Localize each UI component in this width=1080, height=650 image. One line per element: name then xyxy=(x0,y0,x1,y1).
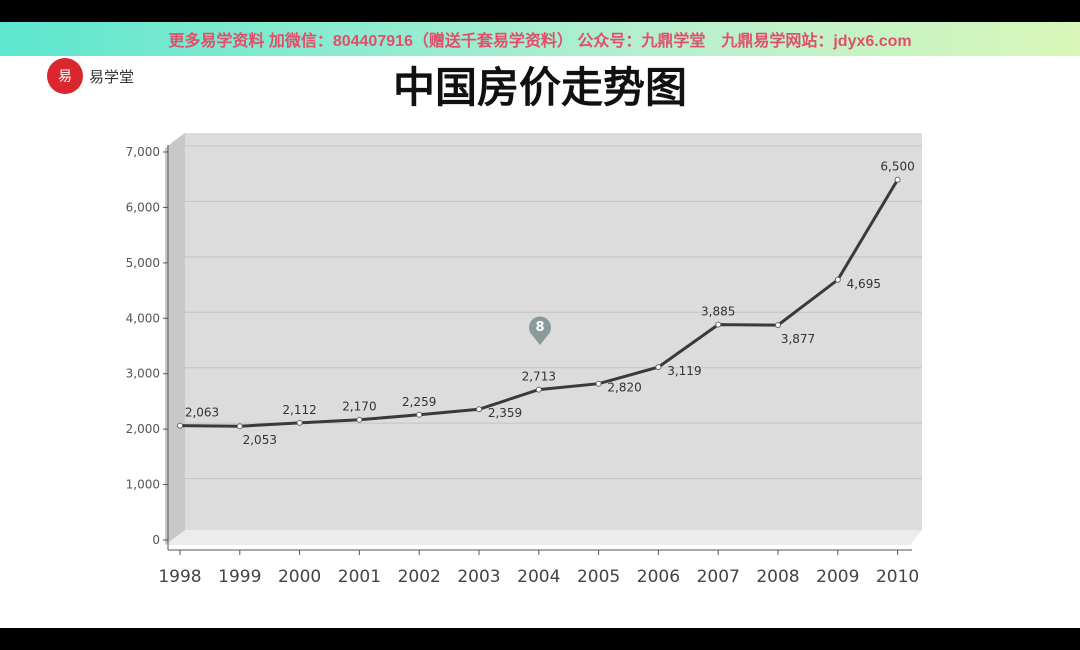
x-tick-label: 2002 xyxy=(398,567,441,587)
x-tick-label: 2000 xyxy=(278,567,321,587)
data-point xyxy=(775,322,781,329)
x-tick-label: 1998 xyxy=(158,567,201,587)
data-point xyxy=(236,423,243,430)
bottom-bar xyxy=(0,628,1080,650)
y-tick-label: 7,000 xyxy=(126,145,160,159)
data-label: 2,063 xyxy=(185,406,219,420)
data-point xyxy=(177,422,183,429)
plot-background xyxy=(172,133,922,540)
y-tick-label: 0 xyxy=(152,533,160,547)
data-label: 2,112 xyxy=(282,403,316,417)
x-tick-label: 2008 xyxy=(756,567,799,587)
top-bar xyxy=(0,0,1080,22)
chart-title: 中国房价走势图 xyxy=(392,63,687,112)
data-label: 2,170 xyxy=(342,400,376,414)
x-tick-label: 2006 xyxy=(637,567,680,587)
data-point xyxy=(834,276,841,283)
x-tick-label: 2005 xyxy=(577,567,620,587)
x-tick-label: 2001 xyxy=(338,567,381,587)
banner: 更多易学资料 加微信：804407916（赠送千套易学资料） 公众号：九鼎学堂 … xyxy=(0,22,1080,56)
data-point xyxy=(356,416,363,423)
x-tick-label: 2010 xyxy=(876,567,919,587)
data-point xyxy=(535,386,542,393)
data-label: 2,820 xyxy=(607,381,641,395)
data-point xyxy=(296,419,303,426)
logo: 易易学堂 xyxy=(47,58,134,94)
y-tick-label: 5,000 xyxy=(126,256,160,270)
y-tick-label: 2,000 xyxy=(126,422,160,436)
data-point xyxy=(476,406,482,413)
logo-text: 易学堂 xyxy=(89,67,135,86)
map-pin-label: 8 xyxy=(535,320,544,335)
data-label: 3,877 xyxy=(781,332,815,346)
y-tick-label: 3,000 xyxy=(126,367,160,381)
logo-mark: 易 xyxy=(47,58,83,94)
x-tick-label: 2007 xyxy=(697,567,740,587)
x-tick-label: 2003 xyxy=(457,567,500,587)
data-label: 3,885 xyxy=(701,305,735,319)
data-label: 3,119 xyxy=(667,364,701,378)
data-point xyxy=(894,176,901,183)
left-wall xyxy=(165,133,185,545)
data-point xyxy=(416,411,423,418)
floor xyxy=(165,530,922,545)
x-tick-label: 2009 xyxy=(816,567,859,587)
y-tick-label: 4,000 xyxy=(126,311,160,325)
y-tick-label: 1,000 xyxy=(126,478,160,492)
data-point xyxy=(595,380,602,387)
data-point xyxy=(655,364,662,371)
data-label: 4,695 xyxy=(847,277,881,291)
data-point xyxy=(715,321,722,328)
data-label: 2,359 xyxy=(488,406,522,420)
data-label: 6,500 xyxy=(880,160,914,174)
data-label: 2,259 xyxy=(402,395,436,409)
x-tick-label: 1999 xyxy=(218,567,261,587)
x-tick-label: 2004 xyxy=(517,567,560,587)
y-tick-label: 6,000 xyxy=(126,200,160,214)
map-pin-icon xyxy=(529,316,552,345)
data-label: 2,053 xyxy=(243,433,277,447)
data-label: 2,713 xyxy=(522,370,556,384)
